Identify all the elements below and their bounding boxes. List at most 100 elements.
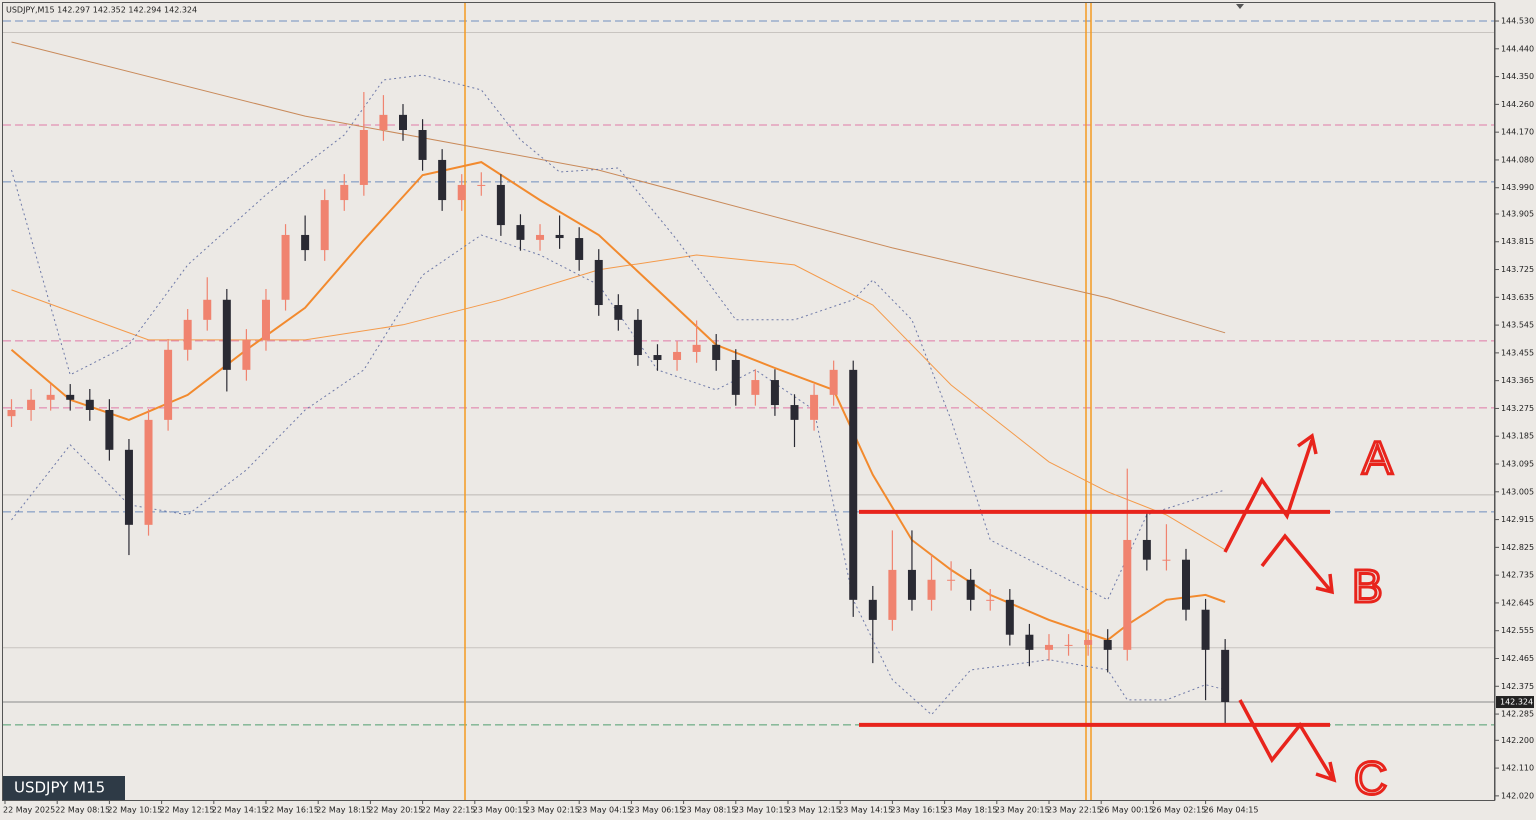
y-tick-label: 142.645	[1501, 598, 1534, 607]
arrow-b	[1260, 533, 1335, 595]
candle-body	[751, 380, 760, 395]
candle-body	[829, 369, 838, 395]
y-tick-label: 143.725	[1501, 265, 1534, 274]
candle-body	[477, 184, 486, 186]
y-tick-label: 144.170	[1501, 128, 1534, 137]
candle-body	[653, 355, 662, 360]
x-tick-label: 22 May 2025	[3, 806, 55, 815]
candle-body	[222, 299, 231, 370]
candle-body	[379, 114, 388, 130]
x-tick-label: 23 May 22:15	[1047, 806, 1102, 815]
candle-body	[320, 200, 329, 251]
y-tick-label: 144.350	[1501, 72, 1534, 81]
candle-body	[1162, 559, 1171, 561]
candle-body	[1025, 634, 1034, 650]
y-tick-label: 142.915	[1501, 515, 1534, 524]
symbol-label: USDJPY M15	[14, 779, 105, 797]
candle-body	[790, 405, 799, 420]
candle-body	[947, 579, 956, 581]
x-tick-label: 23 May 10:15	[734, 806, 789, 815]
candles	[7, 92, 1230, 725]
x-tick-label: 26 May 02:15	[1151, 806, 1206, 815]
candle-body	[1221, 649, 1230, 703]
price-tag: 142.324	[1500, 698, 1533, 707]
indicator-line	[11, 41, 1226, 334]
y-tick-label: 143.185	[1501, 432, 1534, 441]
candle-body	[986, 599, 995, 601]
candle-body	[673, 351, 682, 360]
header: USDJPY,M15 142.297 142.352 142.294 142.3…	[6, 6, 197, 15]
candle-body	[868, 599, 877, 620]
x-tick-label: 22 May 08:15	[55, 806, 110, 815]
label-b: B	[1352, 560, 1383, 612]
indicator-line	[11, 254, 1226, 551]
y-tick-label: 144.440	[1501, 44, 1534, 53]
annotations: A B C	[859, 431, 1395, 806]
y-tick-label: 143.905	[1501, 209, 1534, 218]
symbol-badge	[3, 776, 125, 800]
scroll-marker	[1236, 4, 1244, 9]
candle-body	[614, 305, 623, 320]
x-tick-label: 22 May 18:15	[316, 806, 371, 815]
candle-body	[692, 344, 701, 352]
candle-body	[27, 399, 36, 410]
candle-body	[907, 569, 916, 600]
candle-body	[1005, 599, 1014, 635]
candle-body	[1182, 559, 1190, 610]
candle-body	[105, 409, 114, 450]
y-tick-label: 143.005	[1501, 487, 1534, 496]
y-tick-label: 143.635	[1501, 293, 1534, 302]
candle-body	[575, 238, 584, 260]
candle-body	[359, 129, 368, 185]
candle-body	[888, 569, 897, 620]
y-tick-label: 142.375	[1501, 682, 1534, 691]
x-tick-label: 22 May 10:15	[107, 806, 162, 815]
y-tick-label: 142.465	[1501, 654, 1534, 663]
x-tick-label: 26 May 00:15	[1099, 806, 1154, 815]
candle-body	[633, 319, 642, 356]
candle-body	[85, 399, 94, 410]
candle-body	[124, 449, 133, 525]
y-tick-label: 143.545	[1501, 321, 1534, 330]
candle-body	[1142, 539, 1151, 560]
candle-body	[242, 339, 251, 370]
y-tick-label: 142.285	[1501, 710, 1534, 719]
y-tick-label: 144.080	[1501, 155, 1534, 164]
candle-body	[927, 579, 936, 600]
candle-body	[810, 394, 819, 420]
candle-body	[594, 259, 603, 306]
x-tick-label: 26 May 04:15	[1204, 806, 1259, 815]
candle-body	[164, 349, 173, 420]
candle-body	[340, 184, 349, 201]
x-tick-label: 23 May 08:15	[682, 806, 737, 815]
indicator-line	[11, 74, 1226, 601]
candle-body	[203, 299, 212, 320]
candle-body	[496, 184, 505, 226]
candle-body	[1084, 639, 1093, 645]
y-tick-label: 142.110	[1501, 764, 1534, 773]
candle-body	[1044, 644, 1053, 650]
y-tick-label: 144.530	[1501, 17, 1534, 26]
candle-body	[46, 394, 55, 400]
x-tick-label: 23 May 16:15	[890, 806, 945, 815]
candle-body	[849, 369, 858, 600]
x-tick-label: 23 May 00:15	[473, 806, 528, 815]
x-tick-label: 22 May 14:15	[212, 806, 267, 815]
arrow-a	[1223, 433, 1318, 553]
candle-body	[1064, 644, 1073, 646]
candle-body	[457, 184, 466, 201]
x-tick-label: 23 May 20:15	[995, 806, 1050, 815]
y-tick-label: 143.275	[1501, 404, 1534, 413]
x-tick-label: 22 May 16:15	[264, 806, 319, 815]
candle-body	[731, 359, 740, 395]
candle-body	[183, 319, 192, 350]
x-tick-label: 22 May 20:15	[368, 806, 423, 815]
x-tick-label: 23 May 04:15	[577, 806, 632, 815]
candle-body	[1103, 639, 1112, 650]
y-tick-label: 144.260	[1501, 100, 1534, 109]
candle-body	[712, 344, 721, 360]
candle-body	[438, 159, 447, 201]
x-tick-label: 23 May 06:15	[629, 806, 684, 815]
